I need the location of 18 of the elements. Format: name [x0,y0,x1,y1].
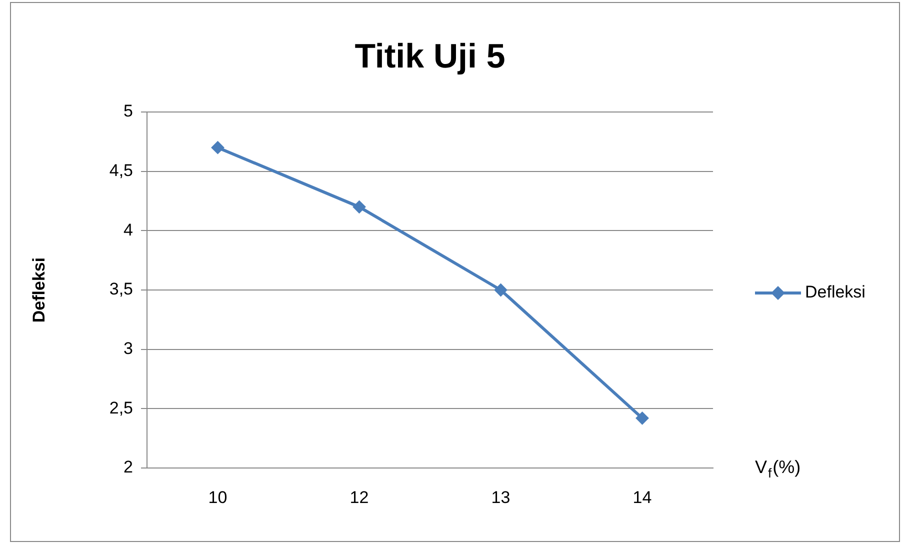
chart-title: Titik Uji 5 [354,37,506,76]
point [211,141,224,154]
x-tick-label: 12 [350,488,369,507]
x-tick-label: 10 [208,488,228,507]
y-axis-title: Defleksi [30,257,49,323]
y-tick-label: 3 [124,339,133,358]
point [494,284,508,296]
x-tick-label: 13 [491,488,510,507]
y-tick-label: 2 [124,458,133,477]
y-tick-label: 2,5 [109,398,133,418]
point [352,200,366,214]
point [636,412,649,425]
y-tick-label: 4 [124,220,133,240]
legend-label: Defleksi [805,282,866,302]
y-tick-label: 4,5 [109,161,133,180]
x-tick-label: 14 [632,488,652,507]
y-tick-label: 3,5 [109,280,133,299]
y-tick-label: 5 [124,102,133,121]
